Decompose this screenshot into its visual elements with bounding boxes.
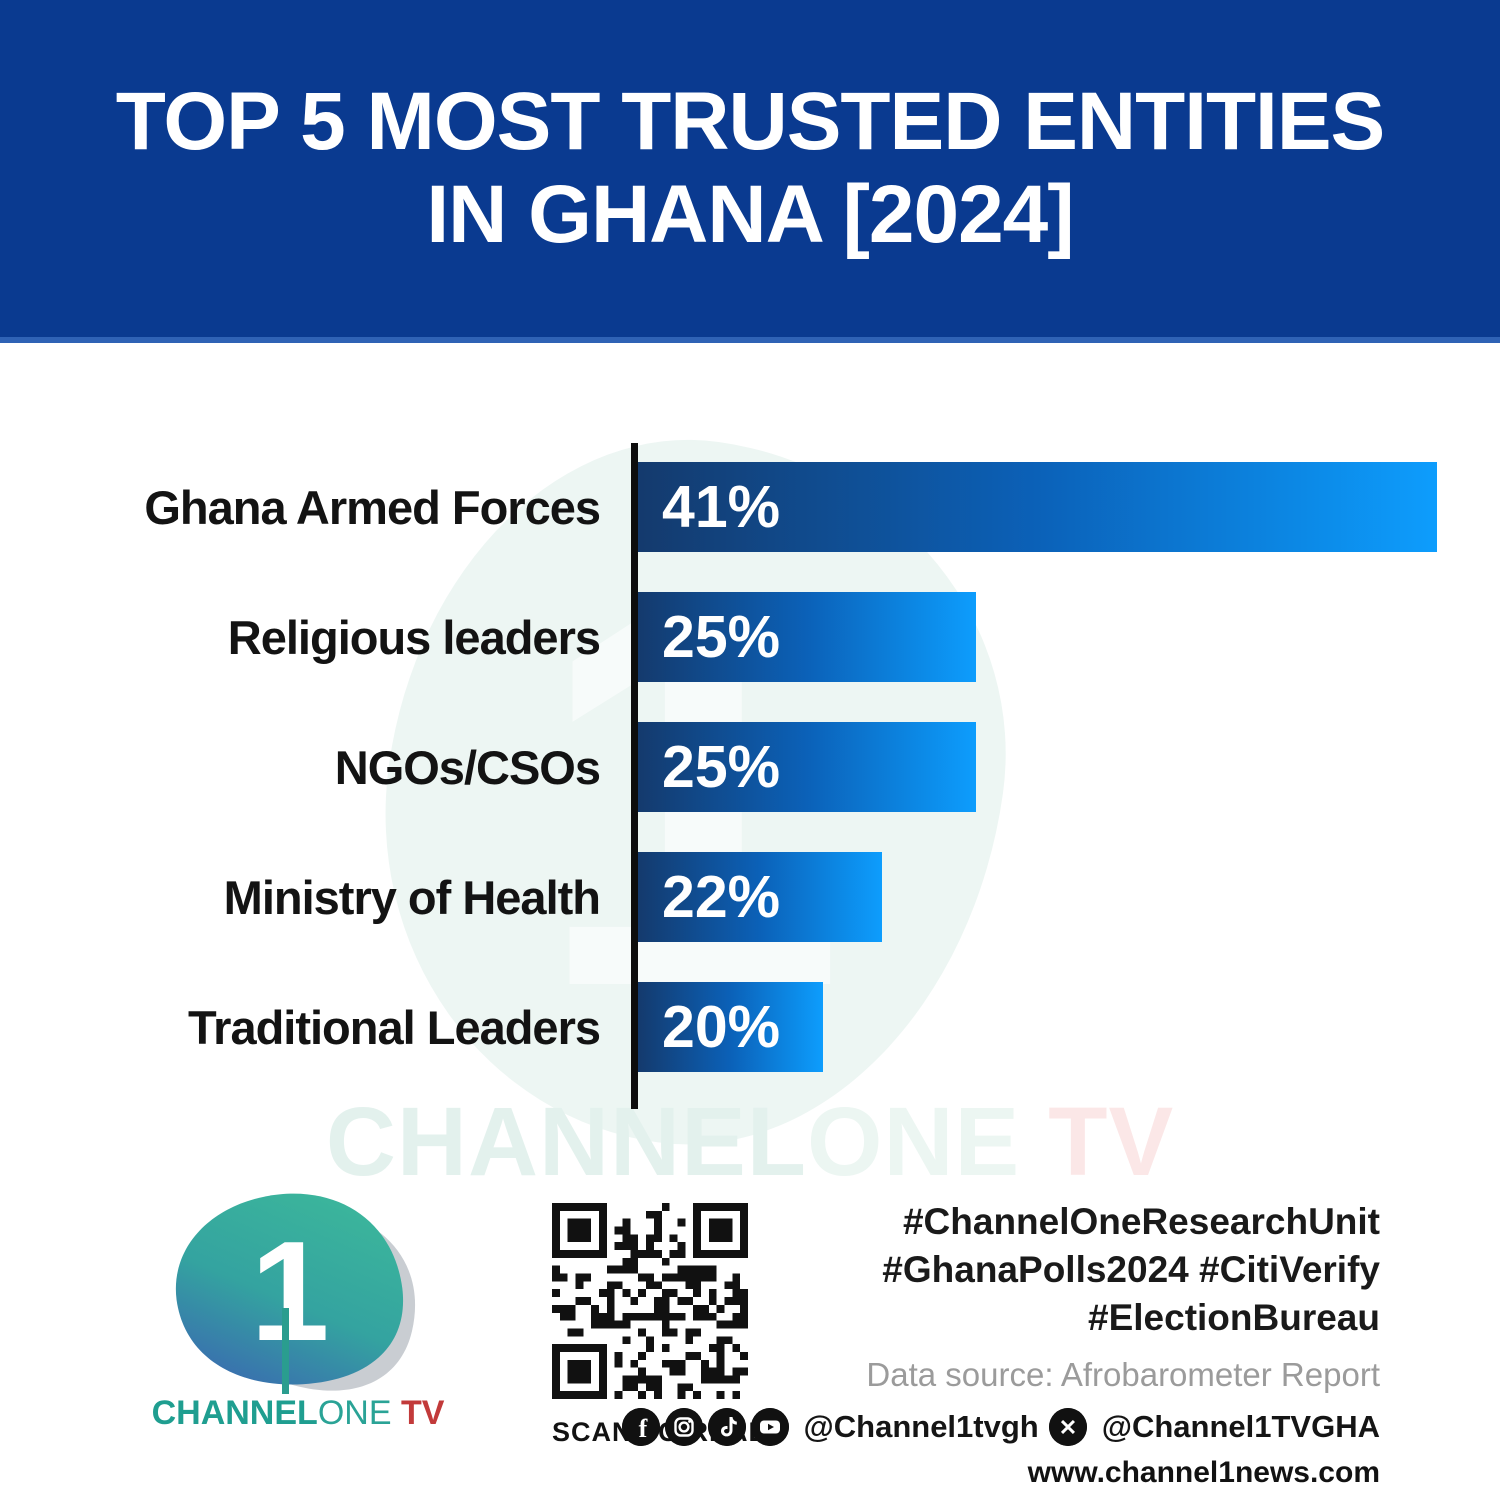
x-icon: ✕ bbox=[1048, 1408, 1087, 1447]
watermark-wordmark: CHANNELONE TV bbox=[0, 1086, 1500, 1198]
instagram-icon bbox=[664, 1408, 703, 1447]
bar-value-label: 20% bbox=[662, 994, 781, 1060]
page-title-line2: IN GHANA [2024] bbox=[426, 168, 1074, 260]
logo-main-pebble bbox=[175, 1193, 404, 1385]
bar-category-label: Traditional Leaders bbox=[188, 1000, 601, 1054]
bar-value-label: 25% bbox=[662, 604, 781, 670]
bar-value-label: 22% bbox=[662, 864, 781, 930]
bar-4: 22% bbox=[638, 852, 882, 942]
bar-value-label: 41% bbox=[662, 474, 781, 540]
data-source-note: Data source: Afrobarometer Report bbox=[866, 1356, 1380, 1394]
social-handle-x: @Channel1TVGHA bbox=[1101, 1409, 1380, 1445]
header-banner: TOP 5 MOST TRUSTED ENTITIES IN GHANA [20… bbox=[0, 0, 1500, 343]
logo-wordmark-tv: TV bbox=[391, 1394, 445, 1432]
bar-category-label: Ghana Armed Forces bbox=[144, 480, 601, 534]
watermark-channel: CHANNEL bbox=[325, 1087, 808, 1196]
footer-right-column: #ChannelOneResearchUnit #GhanaPolls2024 #… bbox=[621, 1198, 1380, 1490]
svg-text:f: f bbox=[638, 1414, 647, 1443]
bar-3: 25% bbox=[638, 722, 976, 812]
bar-category-label: Ministry of Health bbox=[223, 870, 601, 924]
page-title-line1: TOP 5 MOST TRUSTED ENTITIES bbox=[115, 75, 1385, 167]
social-row: f @Channel1tvgh ✕ @Channel1TVGHA bbox=[621, 1408, 1380, 1447]
logo-one-digit: 1 bbox=[251, 1212, 330, 1371]
channel-one-logo-icon: 1 bbox=[175, 1193, 416, 1394]
logo-wordmark: CHANNELONE TV bbox=[148, 1394, 448, 1433]
svg-text:✕: ✕ bbox=[1059, 1415, 1077, 1440]
bar-value-label: 25% bbox=[662, 734, 781, 800]
hashtag-line: #ElectionBureau bbox=[1088, 1297, 1380, 1339]
qr-code bbox=[552, 1203, 748, 1399]
watermark-tv: TV bbox=[1020, 1087, 1175, 1196]
bar-category-label: NGOs/CSOs bbox=[334, 740, 601, 794]
social-handle-primary: @Channel1tvgh bbox=[803, 1409, 1039, 1445]
hashtag-block: #ChannelOneResearchUnit #GhanaPolls2024 #… bbox=[740, 1198, 1380, 1342]
bar-category-label: Religious leaders bbox=[227, 610, 601, 664]
bar-1: 41% bbox=[638, 462, 1437, 552]
youtube-icon bbox=[750, 1408, 789, 1447]
tiktok-icon bbox=[707, 1408, 746, 1447]
hashtag-line: #GhanaPolls2024 #CitiVerify bbox=[882, 1249, 1380, 1291]
chart-axis-line bbox=[631, 443, 638, 1109]
channel-one-logo: 1 CHANNELONE TV bbox=[148, 1188, 448, 1448]
facebook-icon: f bbox=[621, 1408, 660, 1447]
hashtag-line: #ChannelOneResearchUnit bbox=[902, 1201, 1380, 1242]
website-url: www.channel1news.com bbox=[1027, 1456, 1380, 1490]
logo-wordmark-channel: CHANNEL bbox=[151, 1394, 318, 1432]
watermark-one: ONE bbox=[807, 1087, 1021, 1196]
bar-2: 25% bbox=[638, 592, 976, 682]
logo-one-stem bbox=[282, 1308, 289, 1394]
bar-5: 20% bbox=[638, 982, 823, 1072]
logo-wordmark-one: ONE bbox=[317, 1394, 392, 1432]
qr-block: SCAN TO READ bbox=[552, 1203, 768, 1448]
